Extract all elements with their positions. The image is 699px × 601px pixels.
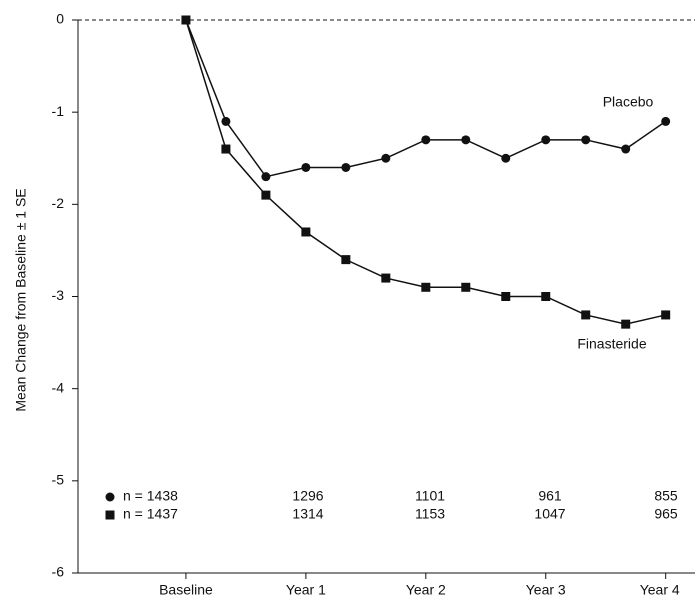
x-tick-label: Year 4 <box>640 582 680 598</box>
count-label: 1047 <box>534 506 565 522</box>
count-label: n = 1437 <box>123 506 178 522</box>
point <box>221 144 231 154</box>
count-label: n = 1438 <box>123 488 178 504</box>
point <box>461 282 471 292</box>
point <box>181 15 191 25</box>
legend-marker <box>105 492 115 502</box>
point <box>581 135 591 145</box>
point <box>261 172 271 182</box>
y-tick-label: -2 <box>52 195 65 211</box>
point <box>421 135 431 145</box>
y-tick-label: -4 <box>52 379 65 395</box>
legend-marker <box>105 510 115 520</box>
point <box>301 227 311 237</box>
count-label: 1101 <box>415 488 445 504</box>
point <box>381 153 391 163</box>
count-label: 1153 <box>415 506 445 522</box>
point <box>621 319 631 329</box>
point <box>341 255 351 265</box>
series-line <box>185 19 667 178</box>
x-tick-label: Year 2 <box>406 582 446 598</box>
point <box>301 162 311 172</box>
point <box>541 135 551 145</box>
point <box>261 190 271 200</box>
point <box>501 153 511 163</box>
x-tick-label: Year 1 <box>286 582 326 598</box>
point <box>461 135 471 145</box>
series-line <box>185 19 666 325</box>
point <box>581 310 591 320</box>
point <box>381 273 391 283</box>
point <box>661 310 671 320</box>
point <box>421 282 431 292</box>
point <box>221 116 231 126</box>
series-label: Finasteride <box>577 336 646 352</box>
y-tick-label: -6 <box>52 564 65 580</box>
count-label: 1314 <box>292 506 323 522</box>
point <box>501 292 511 301</box>
point <box>621 144 631 154</box>
y-axis-label: Mean Change from Baseline ± 1 SE <box>13 188 29 411</box>
count-label: 855 <box>654 488 678 504</box>
x-tick-label: Baseline <box>159 582 213 598</box>
point <box>541 292 551 301</box>
y-tick-label: -3 <box>52 287 65 303</box>
point <box>661 116 671 126</box>
point <box>341 162 351 172</box>
x-tick-label: Year 3 <box>526 582 566 598</box>
y-tick-label: -5 <box>52 472 65 488</box>
y-tick-label: 0 <box>56 11 64 27</box>
y-tick-label: -1 <box>52 103 65 119</box>
count-label: 965 <box>654 506 678 522</box>
series-label: Placebo <box>603 94 654 110</box>
count-label: 1296 <box>292 488 323 504</box>
count-label: 961 <box>538 488 562 504</box>
